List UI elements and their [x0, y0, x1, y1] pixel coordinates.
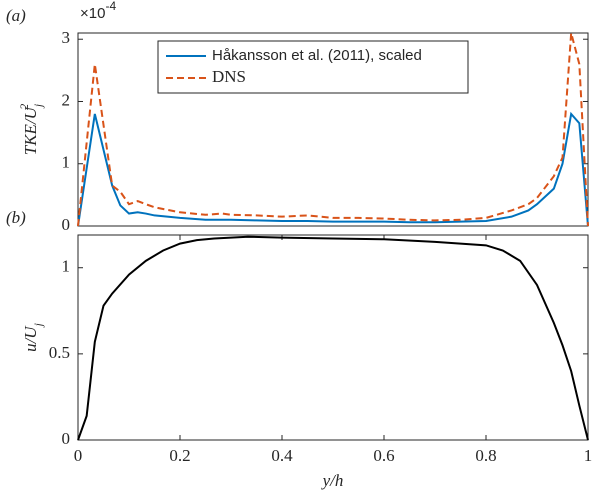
x-tick-label: 0.8 [475, 446, 496, 465]
y-axis-label: TKE/Uj2 [17, 103, 45, 155]
x-tick-label: 1 [584, 446, 593, 465]
y-tick-label: 0 [62, 215, 71, 234]
x-tick-label: 0 [74, 446, 83, 465]
y-label-sup: 2 [17, 104, 31, 110]
panel-label: (a) [6, 6, 26, 25]
multiplier-base: ×10 [80, 5, 105, 22]
multiplier-exponent: -4 [105, 0, 116, 13]
y-tick-label: 2 [62, 90, 71, 109]
y-label-sub: j [31, 103, 45, 109]
legend-label: DNS [212, 67, 246, 86]
legend-label: Håkansson et al. (2011), scaled [212, 47, 422, 64]
data-line [77, 111, 589, 227]
y-axis-label: u/Uj [21, 322, 45, 352]
y-label-sub: j [31, 322, 45, 328]
y-label-main: u/U [21, 325, 40, 352]
x-tick-label: 0.6 [373, 446, 394, 465]
y-tick-label: 3 [62, 28, 71, 47]
panel-label: (b) [6, 208, 26, 227]
y-tick-label: 1 [62, 257, 71, 276]
x-axis-label: y/h [321, 471, 344, 490]
data-line [77, 235, 589, 441]
y-tick-label: 0.5 [49, 343, 70, 362]
axes-box [77, 32, 589, 227]
legend-box [157, 40, 469, 94]
x-tick-label: 0.4 [271, 446, 293, 465]
axes-box [77, 234, 589, 441]
y-multiplier: ×10-4 [80, 0, 116, 22]
y-label-main: TKE/U [21, 105, 40, 155]
y-tick-label: 1 [62, 153, 71, 172]
x-tick-label: 0.2 [169, 446, 190, 465]
y-tick-label: 0 [62, 429, 71, 448]
data-line [77, 32, 589, 227]
